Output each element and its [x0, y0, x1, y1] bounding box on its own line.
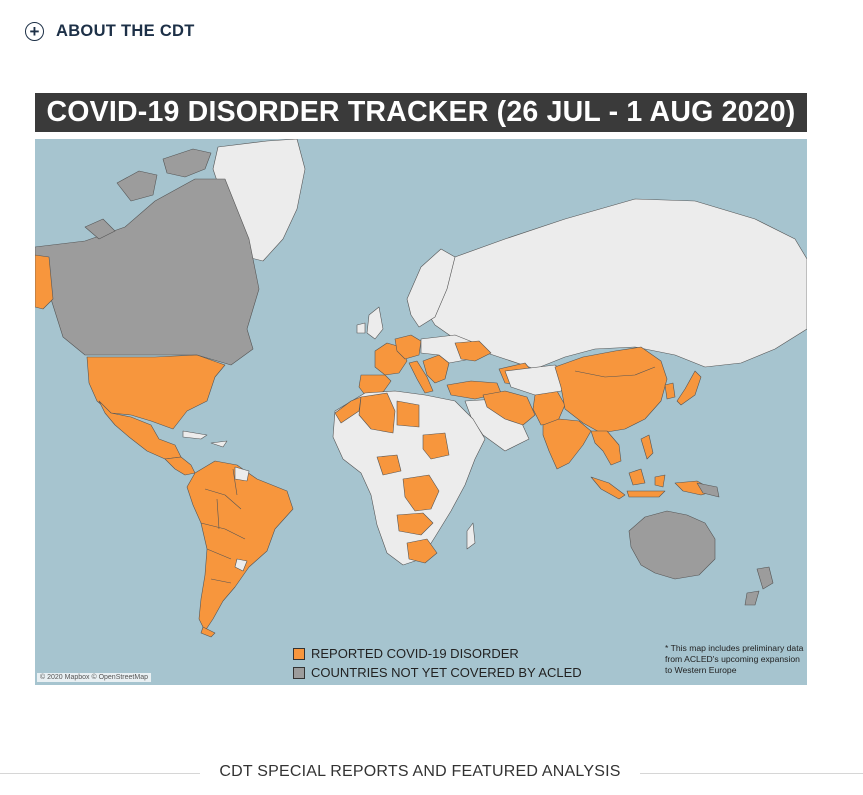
map-region-united-kingdom — [356, 306, 384, 340]
map-region-mongolia-border — [574, 366, 656, 378]
map-region-iran-iraq — [482, 390, 536, 426]
legend-swatch-not-covered — [293, 666, 305, 679]
map-region-new-zealand — [744, 566, 774, 606]
map-region-korea — [664, 382, 676, 400]
map-region-angola-zambia — [396, 512, 434, 536]
about-the-cdt-toggle[interactable]: + ABOUT THE CDT — [25, 22, 195, 41]
map-region-sudan — [422, 432, 450, 460]
map-region-central-america — [164, 456, 196, 476]
map-region-south-america — [186, 460, 294, 632]
map-legend: REPORTED COVID-19 DISORDER COUNTRIES NOT… — [293, 644, 582, 682]
map-region-central-africa — [402, 474, 440, 512]
world-map[interactable]: REPORTED COVID-19 DISORDER COUNTRIES NOT… — [35, 139, 807, 685]
map-title-bar: COVID-19 DISORDER TRACKER (26 JUL - 1 AU… — [35, 93, 807, 132]
map-region-libya — [396, 400, 420, 428]
map-region-uruguay — [234, 558, 248, 572]
legend-label-not-covered: COUNTRIES NOT YET COVERED BY ACLED — [311, 665, 582, 680]
map-region-guianas — [234, 466, 250, 482]
map-region-scandinavia — [406, 248, 456, 328]
map-region-japan — [676, 370, 702, 406]
map-region-arctic-islands — [84, 148, 212, 240]
map-region-india — [542, 418, 592, 470]
map-region-algeria — [358, 392, 396, 434]
divider-right — [640, 773, 863, 774]
about-the-cdt-label: ABOUT THE CDT — [56, 22, 195, 40]
map-region-southeast-asia — [590, 430, 622, 466]
legend-label-reported: REPORTED COVID-19 DISORDER — [311, 646, 519, 661]
map-region-ukraine — [454, 340, 492, 362]
map-region-italy — [408, 360, 434, 394]
plus-circle-icon: + — [25, 22, 44, 41]
legend-swatch-reported — [293, 647, 305, 660]
disorder-tracker-map: COVID-19 DISORDER TRACKER (26 JUL - 1 AU… — [35, 93, 807, 685]
map-region-canada — [35, 178, 260, 366]
map-attribution[interactable]: © 2020 Mapbox © OpenStreetMap — [37, 673, 151, 682]
map-title: COVID-19 DISORDER TRACKER (26 JUL - 1 AU… — [46, 96, 796, 128]
map-region-tierra-del-fuego — [200, 626, 216, 638]
map-region-china — [554, 346, 668, 434]
map-region-south-america-borders — [200, 468, 246, 584]
map-region-philippines — [640, 434, 654, 460]
map-region-madagascar — [466, 522, 476, 550]
section-heading-text: CDT SPECIAL REPORTS AND FEATURED ANALYSI… — [219, 763, 621, 780]
map-region-germany — [394, 334, 422, 360]
divider-left — [0, 773, 200, 774]
map-region-alaska — [35, 254, 54, 310]
map-region-united-states — [86, 354, 226, 430]
map-region-indonesia — [590, 468, 666, 500]
map-region-nigeria — [376, 454, 402, 476]
map-footnote: * This map includes preliminary data fro… — [665, 643, 804, 675]
map-region-australia — [628, 510, 716, 580]
map-region-southern-africa — [406, 538, 438, 564]
section-heading-special-reports: CDT SPECIAL REPORTS AND FEATURED ANALYSI… — [0, 763, 863, 783]
map-region-timor — [696, 482, 720, 498]
map-region-caribbean — [182, 430, 228, 448]
legend-item-not-covered: COUNTRIES NOT YET COVERED BY ACLED — [293, 663, 582, 682]
world-map-svg — [35, 139, 807, 638]
legend-item-reported: REPORTED COVID-19 DISORDER — [293, 644, 582, 663]
